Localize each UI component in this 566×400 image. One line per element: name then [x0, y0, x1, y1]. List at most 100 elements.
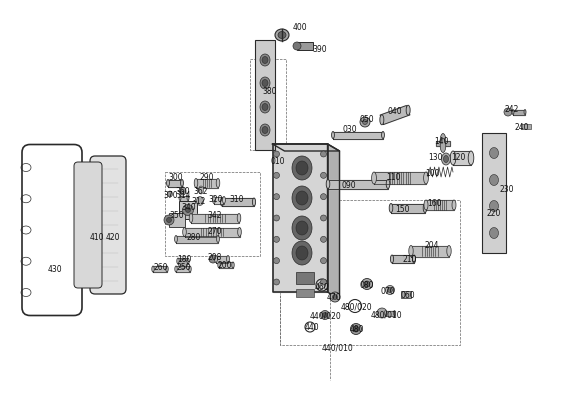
Text: 040: 040 [388, 108, 402, 116]
Ellipse shape [226, 256, 229, 262]
Ellipse shape [273, 215, 280, 221]
Ellipse shape [166, 218, 171, 222]
Polygon shape [219, 262, 233, 268]
Text: 260: 260 [154, 264, 168, 272]
Text: 130: 130 [428, 154, 442, 162]
Polygon shape [453, 151, 471, 165]
Ellipse shape [372, 172, 376, 184]
Ellipse shape [164, 215, 174, 225]
Ellipse shape [187, 196, 189, 200]
Text: 270: 270 [208, 226, 222, 236]
Text: 070: 070 [381, 286, 395, 296]
Ellipse shape [320, 310, 329, 320]
Ellipse shape [320, 258, 327, 264]
Polygon shape [380, 106, 410, 124]
Ellipse shape [490, 174, 499, 186]
Ellipse shape [413, 255, 415, 263]
Ellipse shape [262, 56, 268, 64]
Text: 010: 010 [271, 158, 285, 166]
Ellipse shape [166, 180, 169, 186]
Polygon shape [328, 144, 340, 299]
FancyBboxPatch shape [90, 156, 126, 294]
Polygon shape [392, 255, 414, 263]
Bar [482, 133, 506, 253]
Text: 470: 470 [327, 294, 341, 302]
Text: 290: 290 [200, 174, 215, 182]
Bar [169, 213, 185, 227]
Polygon shape [385, 310, 395, 316]
Ellipse shape [273, 258, 280, 264]
Ellipse shape [389, 204, 393, 212]
Text: 180: 180 [177, 256, 191, 264]
Ellipse shape [320, 194, 327, 200]
Text: 242: 242 [505, 106, 519, 114]
Ellipse shape [512, 110, 514, 114]
Polygon shape [185, 228, 239, 236]
Text: 480/010: 480/010 [370, 310, 402, 320]
Text: 204: 204 [424, 242, 439, 250]
Polygon shape [272, 144, 340, 151]
Ellipse shape [180, 187, 186, 195]
Ellipse shape [260, 124, 270, 136]
Bar [297, 42, 313, 50]
Text: 362: 362 [194, 186, 208, 196]
Ellipse shape [296, 246, 308, 260]
Ellipse shape [524, 110, 526, 114]
Ellipse shape [452, 200, 456, 210]
Ellipse shape [320, 215, 327, 221]
Ellipse shape [187, 258, 189, 264]
Polygon shape [222, 198, 254, 206]
Polygon shape [178, 258, 188, 264]
Ellipse shape [440, 138, 446, 152]
Ellipse shape [326, 180, 330, 188]
Ellipse shape [292, 186, 312, 210]
Text: 160: 160 [427, 200, 441, 208]
Text: 480/020: 480/020 [340, 302, 372, 312]
Ellipse shape [273, 279, 280, 285]
Text: 420: 420 [106, 234, 120, 242]
Text: 080: 080 [360, 280, 374, 290]
Ellipse shape [353, 326, 359, 332]
Polygon shape [216, 256, 228, 262]
Ellipse shape [490, 148, 499, 158]
Text: 300: 300 [169, 174, 183, 182]
Polygon shape [176, 236, 218, 242]
Ellipse shape [377, 308, 387, 318]
Ellipse shape [237, 214, 241, 222]
Ellipse shape [262, 126, 268, 134]
Ellipse shape [194, 178, 198, 188]
Ellipse shape [260, 101, 270, 113]
Ellipse shape [320, 236, 327, 242]
Text: 380: 380 [263, 88, 277, 96]
Ellipse shape [275, 29, 289, 41]
Ellipse shape [423, 172, 428, 184]
Text: 200: 200 [218, 260, 232, 270]
Ellipse shape [423, 204, 427, 212]
Text: 090: 090 [342, 180, 357, 190]
Ellipse shape [218, 262, 220, 268]
Ellipse shape [273, 151, 280, 157]
Text: 440/010: 440/010 [322, 344, 354, 352]
Ellipse shape [292, 216, 312, 240]
Text: 280: 280 [187, 232, 201, 242]
Bar [179, 201, 197, 219]
Ellipse shape [444, 156, 448, 162]
Ellipse shape [490, 200, 499, 212]
Ellipse shape [199, 186, 204, 194]
Text: 400: 400 [293, 22, 307, 32]
Ellipse shape [217, 236, 220, 242]
Polygon shape [374, 172, 426, 184]
Polygon shape [214, 196, 224, 204]
Ellipse shape [222, 196, 225, 204]
Ellipse shape [296, 161, 308, 175]
Ellipse shape [504, 108, 512, 116]
Ellipse shape [182, 204, 194, 216]
Ellipse shape [330, 292, 340, 302]
Ellipse shape [388, 288, 392, 292]
Ellipse shape [278, 32, 286, 38]
Text: 060: 060 [401, 292, 415, 300]
Ellipse shape [391, 255, 393, 263]
Polygon shape [168, 180, 182, 186]
Text: 390: 390 [312, 46, 327, 54]
Ellipse shape [181, 180, 183, 186]
